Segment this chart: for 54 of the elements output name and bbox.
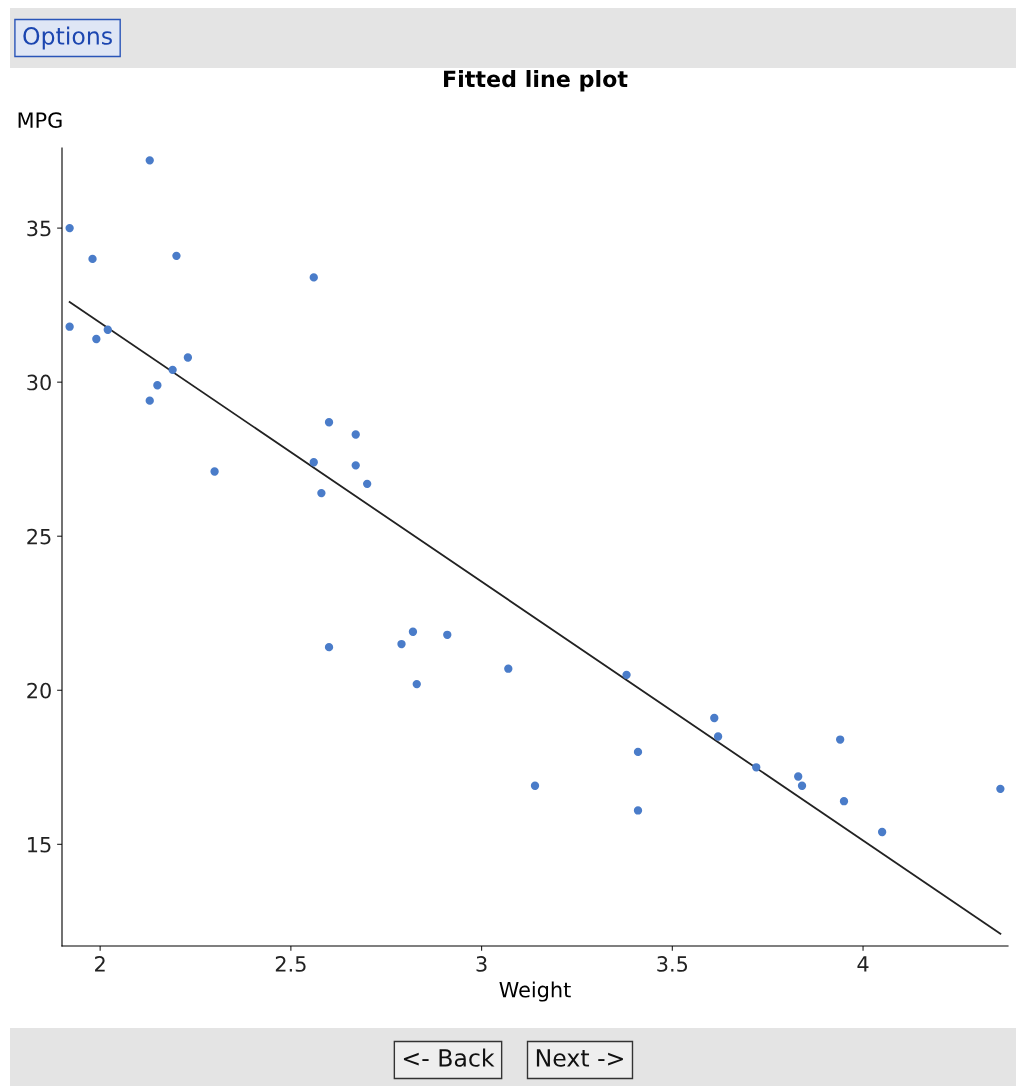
- x-tick-label: 3: [476, 956, 487, 972]
- y-tick-label: 35: [27, 220, 51, 237]
- y-tick-label: 25: [27, 528, 51, 545]
- point: [710, 713, 719, 723]
- x-tick-label: 2.5: [275, 956, 306, 972]
- point: [103, 325, 112, 334]
- x-tick-label: 4: [857, 956, 869, 972]
- point: [88, 254, 97, 264]
- point: [317, 488, 326, 498]
- point: [412, 679, 421, 689]
- point: [794, 772, 803, 781]
- point: [752, 763, 761, 772]
- point: [145, 396, 154, 405]
- text: Next ->: [536, 1049, 623, 1067]
- point: [504, 664, 513, 673]
- y-tick-label: 20: [27, 682, 51, 699]
- text: Options: [23, 26, 112, 50]
- point: [633, 806, 643, 815]
- point: [210, 467, 219, 476]
- x-tick-label: 3.5: [657, 956, 688, 972]
- point: [622, 670, 631, 680]
- y-tick-label: 15: [28, 837, 51, 853]
- point: [309, 458, 318, 467]
- point: [797, 781, 807, 790]
- point: [324, 418, 334, 427]
- y-axis-title: MPG: [18, 112, 62, 128]
- point: [351, 430, 360, 439]
- chart-title: Fitted line plot: [444, 70, 628, 92]
- point: [145, 156, 154, 165]
- point: [443, 630, 452, 639]
- point: [324, 642, 334, 652]
- x-axis-title: Weight: [499, 981, 571, 1002]
- point: [839, 797, 849, 806]
- point: [65, 223, 74, 233]
- point: [530, 781, 540, 790]
- point: [351, 461, 360, 470]
- point: [835, 735, 845, 744]
- point: [408, 627, 418, 636]
- point: [168, 365, 177, 374]
- text: <- Back: [403, 1048, 495, 1067]
- y-tick-label: 30: [27, 374, 51, 391]
- point: [713, 732, 723, 741]
- point: [996, 784, 1005, 794]
- x-tick-label: 2: [95, 956, 105, 972]
- point: [309, 273, 318, 282]
- point: [397, 639, 406, 649]
- point: [183, 353, 193, 362]
- point: [153, 381, 162, 390]
- point: [172, 251, 181, 260]
- point: [65, 322, 74, 331]
- point: [362, 479, 372, 488]
- point: [92, 334, 101, 344]
- point: [633, 747, 643, 757]
- point: [877, 827, 887, 837]
